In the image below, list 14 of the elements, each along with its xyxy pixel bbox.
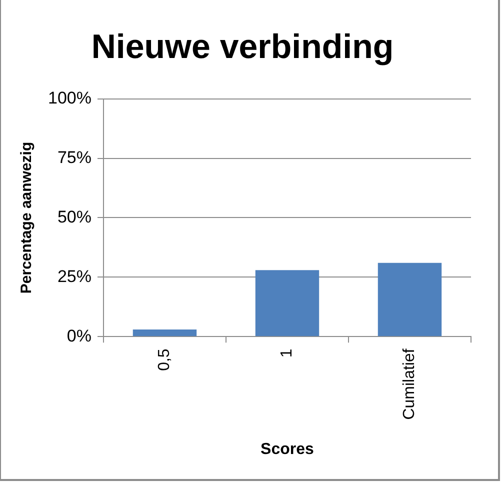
x-axis-title: Scores [260,440,314,458]
y-tick-label: 25% [57,266,92,286]
y-tick-label: 50% [57,207,92,226]
chart-title: Nieuwe verbinding [91,28,394,66]
y-tick-label: 75% [57,148,92,167]
bar [255,270,320,336]
bar [132,330,197,336]
y-axis-title: Percentage aanwezig [18,142,36,294]
y-tick-label: 100% [48,88,92,108]
x-tick-label: Cumilatief [401,348,418,420]
bar [378,262,442,336]
y-tick-label: 0% [66,326,92,346]
x-tick-label: 0,5 [156,348,174,371]
x-tick-label: 1 [278,348,296,358]
